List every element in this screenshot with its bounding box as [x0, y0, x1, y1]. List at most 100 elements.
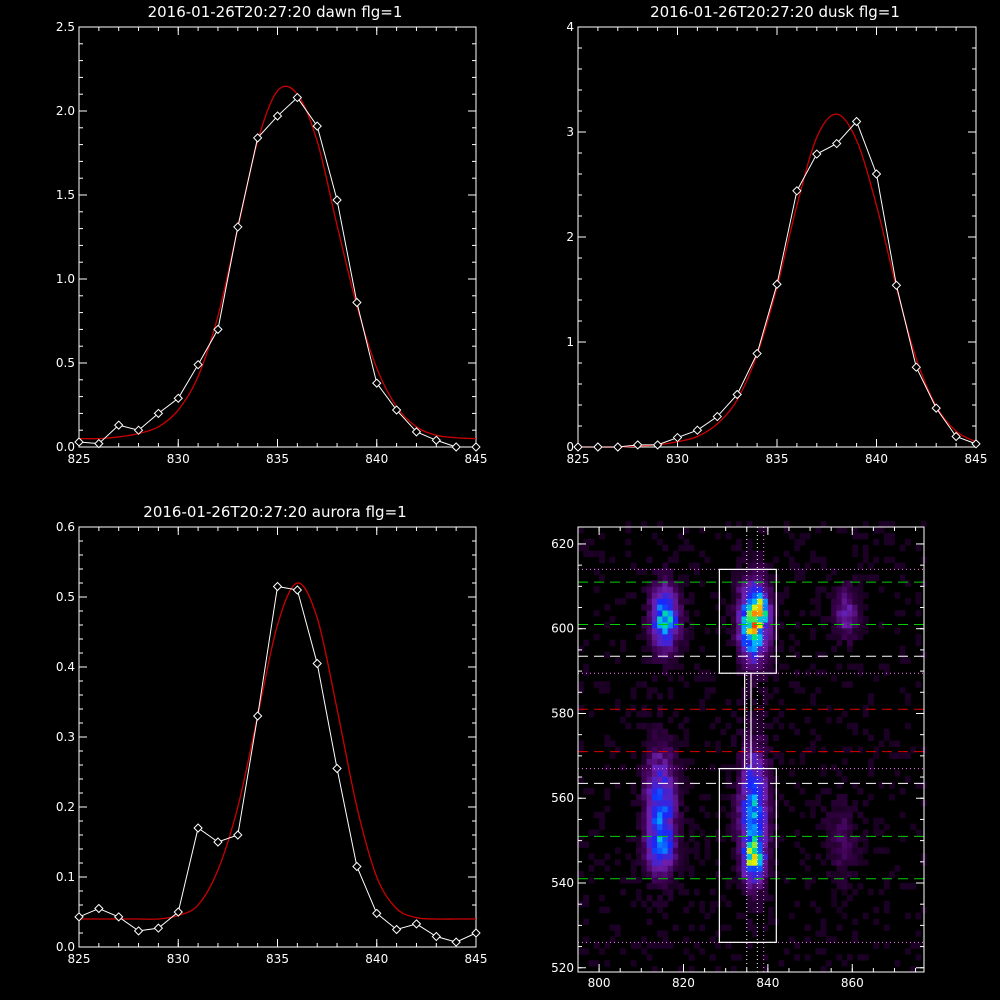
heatmap-cell	[899, 544, 906, 552]
heatmap-cell	[688, 847, 695, 854]
aurora|2-ytick-label: 0.0	[56, 940, 75, 954]
heatmap-cell	[667, 853, 674, 860]
heatmap-cell	[646, 621, 653, 629]
heatmap-cell	[752, 847, 758, 854]
heatmap-cells	[578, 521, 927, 973]
heatmap-cell	[788, 770, 795, 777]
heatmap-cell	[667, 871, 674, 878]
heatmap-cell	[636, 853, 642, 860]
heatmap-cell	[678, 722, 684, 730]
heatmap-cell	[815, 734, 822, 742]
heatmap-cell	[783, 610, 790, 617]
heatmap-cell	[688, 829, 695, 837]
heatmap-cell	[825, 705, 832, 712]
heatmap-cell	[757, 639, 764, 647]
heatmap-cell	[604, 681, 611, 688]
heatmap-cell	[662, 627, 669, 635]
heatmap-cell	[910, 966, 917, 973]
heatmap-cell	[762, 746, 769, 753]
heatmap-cell	[757, 770, 764, 777]
heatmap-cell	[641, 568, 648, 575]
heatmap-cell	[667, 675, 674, 682]
heatmap-cell	[752, 722, 758, 730]
heatmap-cell	[831, 877, 837, 884]
heatmap-cell	[894, 610, 901, 617]
heatmap-cell	[915, 633, 922, 641]
heatmap-cell	[746, 847, 753, 854]
heatmap-cell	[746, 562, 753, 570]
dawn-data-point	[411, 427, 422, 437]
heatmap-cell	[810, 693, 816, 700]
heatmap-cell	[857, 574, 864, 581]
heatmap-ytick-label: 540	[551, 876, 574, 890]
heatmap-cell	[630, 960, 637, 967]
heatmap-cell	[741, 782, 748, 789]
heatmap-cell	[831, 610, 837, 617]
heatmap-cell	[757, 716, 764, 724]
heatmap-cell	[593, 811, 600, 819]
heatmap-cell	[825, 633, 832, 641]
heatmap-ytick-label: 560	[551, 791, 574, 805]
heatmap-cell	[820, 521, 827, 528]
heatmap-cell	[878, 663, 885, 670]
heatmap-cell	[672, 829, 679, 837]
heatmap-cell	[746, 639, 753, 647]
heatmap-cell	[688, 758, 695, 765]
heatmap-cell	[873, 574, 880, 581]
heatmap-cell	[730, 799, 737, 807]
heatmap-cell	[657, 764, 663, 771]
heatmap-cell	[651, 657, 658, 664]
heatmap-cell	[788, 722, 795, 730]
heatmap-cell	[672, 592, 679, 599]
heatmap-cell	[846, 598, 853, 605]
heatmap-cell	[752, 829, 758, 837]
heatmap-cell	[678, 645, 684, 653]
heatmap-cell	[683, 627, 690, 635]
heatmap-cell	[657, 616, 663, 623]
heatmap-cell	[662, 794, 669, 801]
heatmap-cell	[857, 621, 864, 629]
heatmap-cell	[667, 788, 674, 795]
heatmap-cell	[736, 610, 743, 617]
heatmap-cell	[641, 788, 648, 795]
heatmap-cell	[778, 663, 785, 670]
heatmap-cell	[657, 586, 663, 593]
heatmap-cell	[672, 556, 679, 564]
heatmap-cell	[746, 538, 753, 546]
heatmap-cell	[746, 918, 753, 926]
heatmap-cell	[852, 841, 859, 848]
heatmap-cell	[657, 829, 663, 837]
heatmap-cell	[799, 568, 806, 575]
aurora-data-point	[193, 823, 203, 833]
heatmap-cell	[651, 859, 658, 866]
heatmap-cell	[646, 847, 653, 854]
heatmap-cell	[762, 710, 769, 718]
heatmap-cell	[857, 663, 864, 670]
heatmap-cell	[583, 894, 590, 902]
heatmap-cell	[715, 829, 721, 837]
heatmap-cell	[752, 758, 758, 765]
heatmap-cell	[662, 728, 669, 736]
heatmap-cell	[678, 853, 684, 860]
selection-box	[744, 672, 752, 770]
heatmap-frame	[577, 526, 925, 973]
heatmap-cell	[720, 616, 727, 623]
heatmap-cell	[752, 883, 758, 890]
heatmap-cell	[667, 604, 674, 611]
heatmap-cell	[699, 900, 706, 908]
dusk|1-ytick-label: 1	[566, 335, 574, 349]
dawn-data-point	[193, 359, 203, 370]
heatmap-cell	[852, 728, 859, 736]
heatmap-cell	[709, 906, 716, 914]
heatmap-cell	[651, 829, 658, 837]
heatmap-cell	[841, 621, 848, 629]
heatmap-cell	[683, 574, 690, 581]
heatmap-cell	[662, 877, 669, 884]
heatmap-cell	[746, 598, 753, 605]
heatmap-cell	[678, 865, 684, 872]
heatmap-cell	[736, 627, 743, 635]
heatmap-cell	[878, 829, 885, 837]
heatmap-cell	[862, 817, 869, 825]
heatmap-cell	[746, 871, 753, 878]
heatmap-cell	[757, 616, 764, 623]
